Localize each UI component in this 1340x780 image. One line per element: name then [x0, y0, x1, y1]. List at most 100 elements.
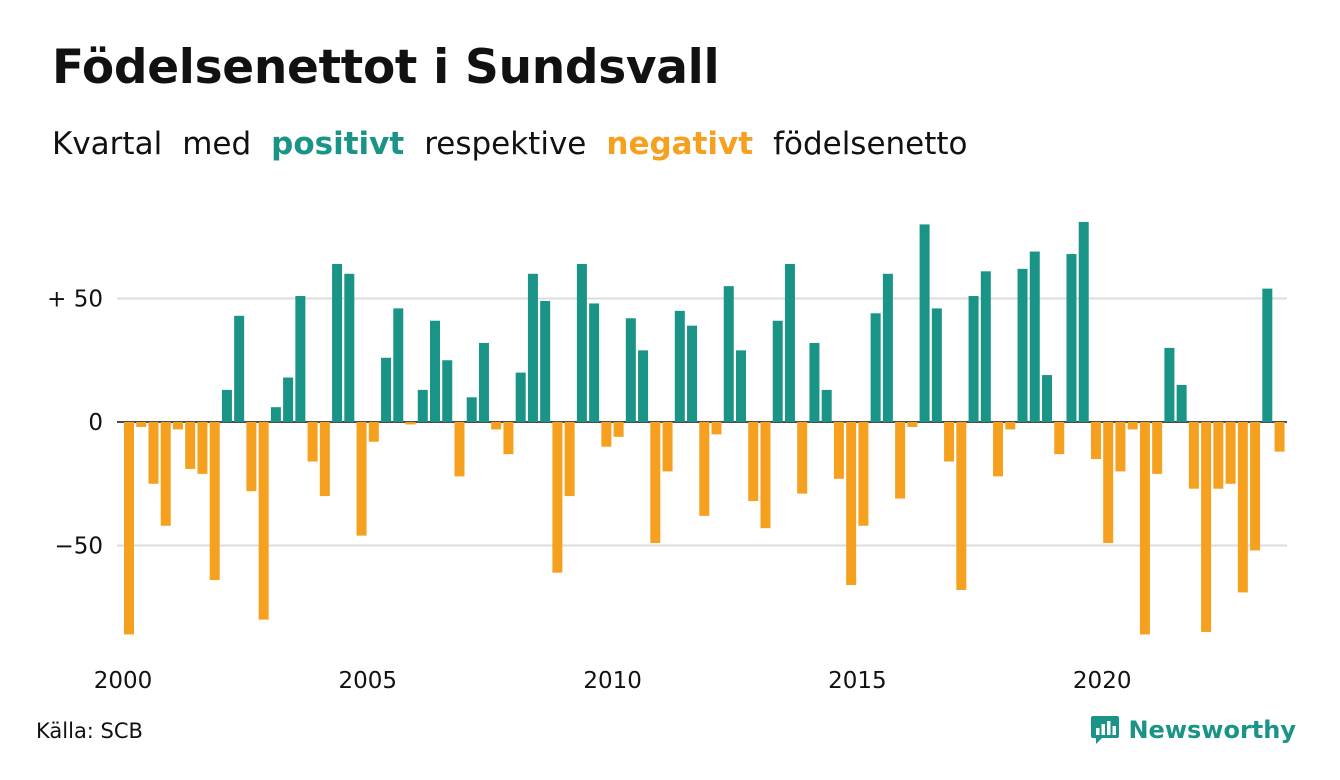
bar — [344, 273, 355, 422]
bar — [1188, 422, 1199, 489]
bar — [258, 422, 269, 620]
bar — [185, 422, 196, 469]
bar — [687, 325, 698, 422]
bar — [1139, 422, 1150, 635]
chart-bubble-icon — [1091, 716, 1120, 744]
bar — [307, 422, 318, 462]
subtitle-negative-label: negativt — [606, 126, 754, 162]
bar — [956, 422, 967, 590]
bar — [454, 422, 465, 477]
bar — [1029, 251, 1040, 422]
bar — [270, 407, 281, 422]
bar — [1176, 384, 1187, 422]
bar — [1262, 288, 1273, 422]
bar — [221, 389, 232, 422]
bar — [332, 263, 343, 422]
bar — [417, 389, 428, 422]
bar — [1250, 422, 1261, 551]
bar — [931, 308, 942, 422]
bar — [148, 422, 159, 484]
bar — [246, 422, 257, 492]
bar — [368, 422, 379, 442]
x-tick-label: 2015 — [828, 668, 887, 694]
bar — [993, 422, 1004, 477]
bar — [1103, 422, 1114, 544]
bar — [405, 422, 416, 425]
brand-logo: Newsworthy — [1090, 714, 1296, 746]
bar — [650, 422, 661, 544]
bar — [576, 263, 587, 422]
bar — [1237, 422, 1248, 593]
bar — [980, 271, 991, 422]
bar — [1274, 422, 1285, 452]
bar — [1054, 422, 1065, 455]
bar — [846, 422, 857, 586]
bar — [797, 422, 808, 494]
bar — [197, 422, 208, 474]
bar — [833, 422, 844, 479]
x-tick-label: 2005 — [339, 668, 398, 694]
bar — [760, 422, 771, 529]
bar — [136, 422, 147, 427]
bar — [283, 377, 294, 422]
subtitle-word: respektive — [424, 126, 587, 162]
x-tick-label: 2000 — [94, 668, 153, 694]
bar — [723, 286, 734, 422]
chart-title: Födelsenettot i Sundsvall — [52, 40, 720, 95]
bar — [1017, 268, 1028, 422]
subtitle-word: Kvartal — [52, 126, 163, 162]
bar — [1078, 221, 1089, 422]
y-tick-label: −50 — [54, 534, 103, 560]
bar — [882, 273, 893, 422]
bar — [625, 318, 636, 422]
bar — [209, 422, 220, 581]
bar — [944, 422, 955, 462]
bar — [552, 422, 563, 573]
bar — [1127, 422, 1138, 430]
bar — [491, 422, 502, 430]
bar — [356, 422, 367, 536]
x-tick-label: 2010 — [583, 668, 642, 694]
bar — [124, 422, 134, 635]
brand-name: Newsworthy — [1128, 716, 1296, 744]
bar — [442, 360, 453, 422]
x-tick-label: 2020 — [1073, 668, 1132, 694]
bar — [907, 422, 918, 427]
bar — [1152, 422, 1163, 474]
bar — [821, 389, 832, 422]
bar — [319, 422, 330, 497]
subtitle-word: födelsenetto — [773, 126, 968, 162]
subtitle-positive-label: positivt — [271, 126, 405, 162]
bar — [895, 422, 906, 499]
bar — [381, 357, 392, 422]
bar — [564, 422, 575, 497]
bar — [601, 422, 612, 447]
bar — [1201, 422, 1212, 632]
bar — [527, 273, 538, 422]
bar — [638, 350, 649, 422]
bar — [589, 303, 600, 422]
bar — [711, 422, 722, 435]
y-tick-label: 0 — [88, 410, 103, 436]
bar — [870, 313, 881, 422]
subtitle-word: med — [182, 126, 252, 162]
chart-subtitle: Kvartal med positivt respektive negativt föde… — [52, 126, 988, 162]
bar — [748, 422, 759, 502]
bar — [772, 320, 783, 422]
bar — [1066, 254, 1077, 422]
bar — [1042, 375, 1052, 422]
bar — [172, 422, 183, 430]
bar — [613, 422, 624, 437]
bar — [736, 350, 746, 422]
bar — [662, 422, 673, 472]
bar — [809, 342, 820, 422]
bar — [515, 372, 526, 422]
y-tick-label: + 50 — [47, 287, 103, 313]
bar — [430, 320, 440, 422]
bar — [1115, 422, 1126, 472]
bar — [393, 308, 404, 422]
bar — [1225, 422, 1236, 484]
bar — [858, 422, 869, 526]
bar — [1213, 422, 1224, 489]
